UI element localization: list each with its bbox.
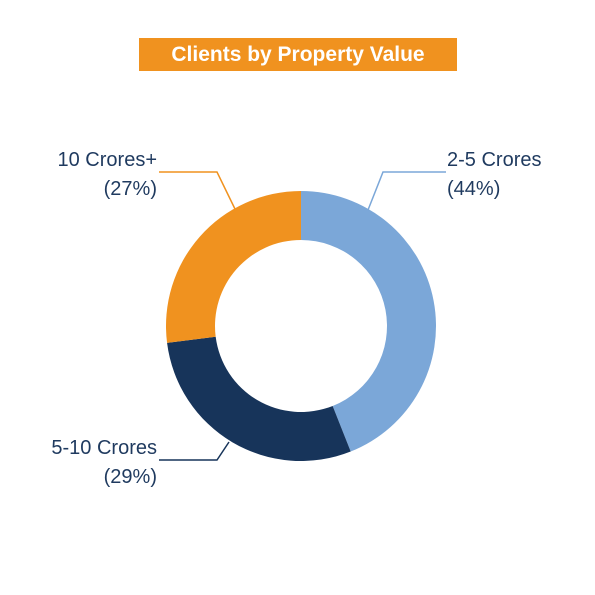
donut-slice-5-10-crores (167, 336, 351, 462)
leader-line-5-10-crores (159, 441, 230, 461)
slice-percent-10-crores-plus: (27%) (104, 178, 157, 200)
leader-line-10-crores-plus (159, 171, 236, 210)
donut-slice-10-crores-plus (165, 191, 301, 343)
chart-title: Clients by Property Value (139, 38, 457, 71)
donut-slice-2-5-crores (301, 190, 436, 452)
slice-label-5-10-crores: 5-10 Crores (51, 437, 157, 459)
slice-percent-5-10-crores: (29%) (104, 466, 157, 488)
slice-label-2-5-crores: 2-5 Crores (447, 149, 541, 171)
slice-percent-2-5-crores: (44%) (447, 178, 500, 200)
donut-slices (165, 190, 436, 462)
slice-label-10-crores-plus: 10 Crores+ (58, 149, 158, 171)
leader-line-2-5-crores (367, 171, 446, 211)
